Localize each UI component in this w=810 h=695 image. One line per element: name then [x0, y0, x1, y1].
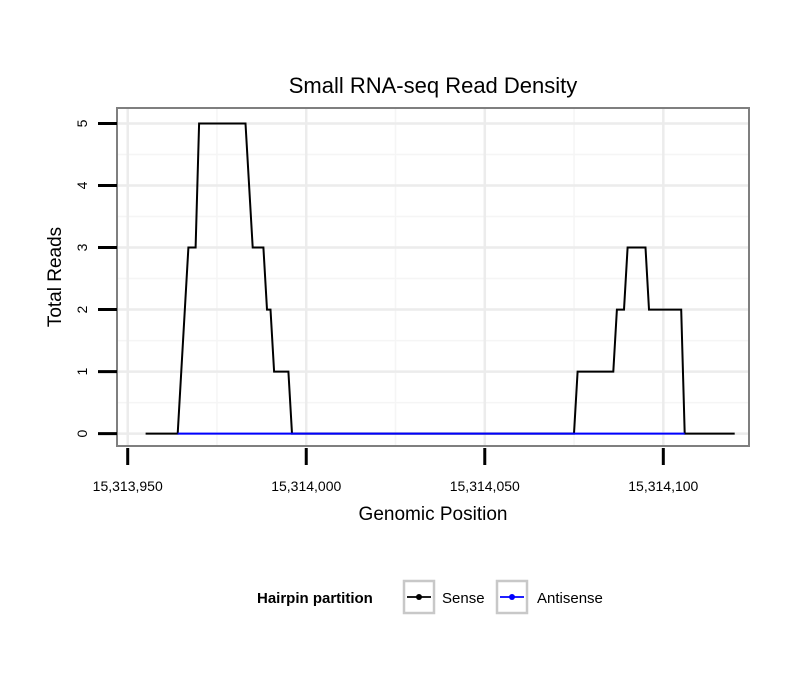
x-tick-label: 15,314,000: [271, 478, 341, 494]
y-tick-label: 5: [74, 119, 90, 127]
plot-panel-border: [116, 107, 750, 447]
series-layer: [145, 122, 735, 435]
series-line-sense: [145, 122, 735, 435]
y-tick-label: 2: [74, 305, 90, 313]
legend-title: Hairpin partition: [257, 590, 373, 607]
legend-label-antisense: Antisense: [537, 590, 603, 607]
legend-key-sense: [402, 579, 436, 615]
legend: Hairpin partition Sense Antisense: [257, 579, 603, 615]
y-tick-label: 3: [74, 243, 90, 251]
legend-key-antisense-point: [509, 594, 515, 600]
y-tick-label: 4: [74, 181, 90, 189]
legend-label-sense: Sense: [442, 590, 485, 607]
legend-key-sense-point: [416, 594, 422, 600]
y-tick-label: 0: [74, 429, 90, 437]
chart-title: Small RNA-seq Read Density: [289, 73, 578, 98]
legend-key-antisense: [495, 579, 529, 615]
x-axis: 15,313,950 15,314,000 15,314,050 15,314,100: [93, 448, 699, 494]
y-tick-label: 1: [74, 367, 90, 375]
y-axis: 0 1 2 3 4 5: [74, 119, 117, 437]
x-axis-title: Genomic Position: [359, 504, 508, 525]
x-tick-label: 15,313,950: [93, 478, 163, 494]
y-axis-title: Total Reads: [45, 227, 66, 327]
x-tick-label: 15,314,050: [450, 478, 520, 494]
x-tick-label: 15,314,100: [628, 478, 698, 494]
grid: [117, 108, 749, 446]
